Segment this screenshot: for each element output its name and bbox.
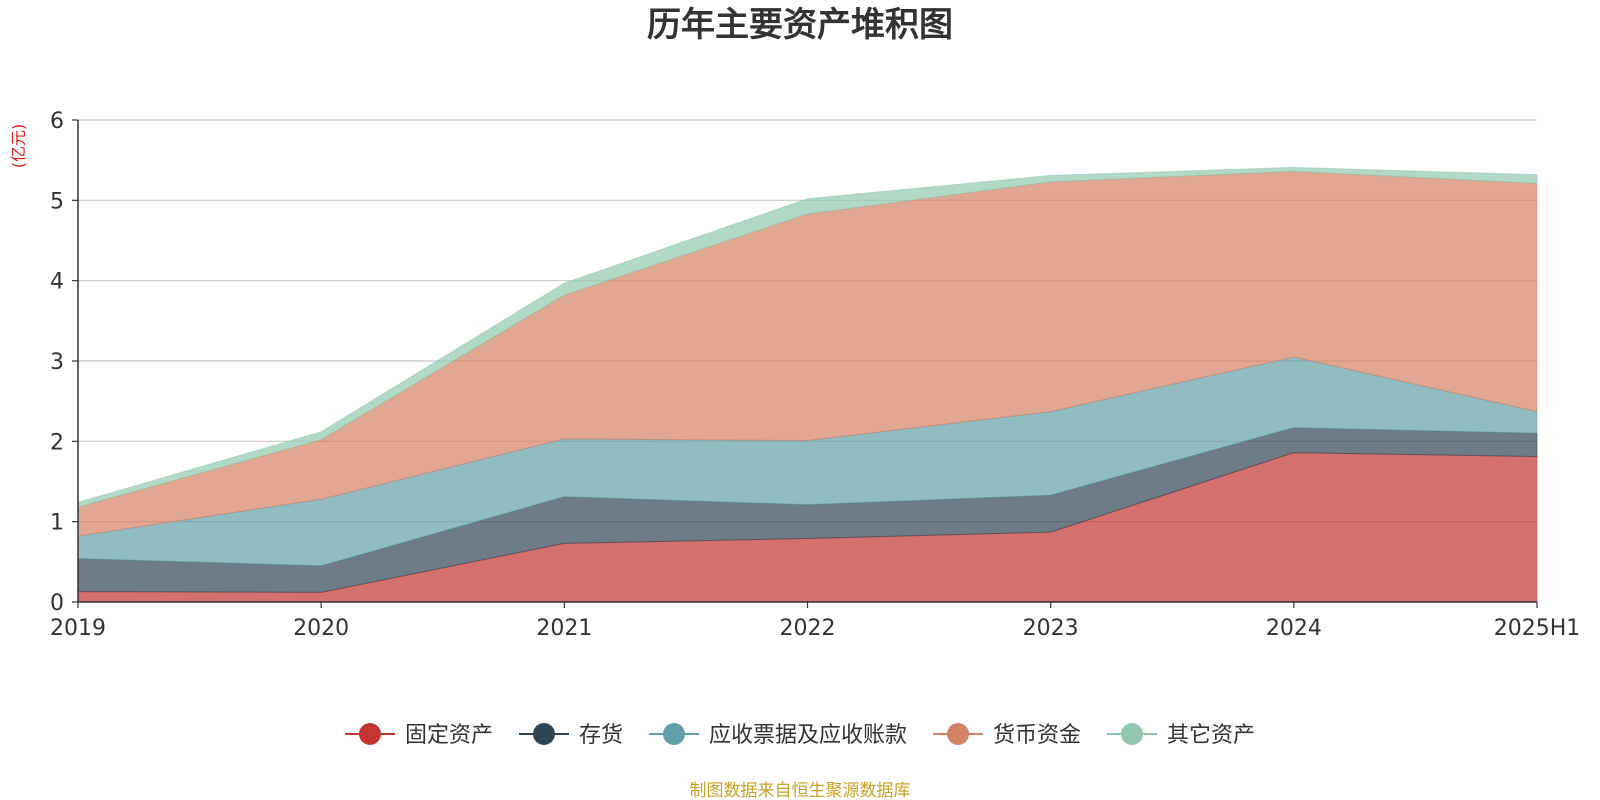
data-source-note: 制图数据来自恒生聚源数据库 — [690, 781, 911, 800]
y-tick-label: 5 — [50, 189, 64, 214]
legend-item-1[interactable]: 固定资产 — [344, 723, 493, 748]
y-ticks: 0 1 2 3 4 5 6 — [50, 109, 78, 616]
legend-item-5[interactable]: 其它资产 — [1107, 723, 1255, 748]
x-tick-label: 2019 — [50, 616, 106, 641]
legend: 固定资产 存货 应收票据及应收账款 货币资金 其它资产 — [344, 723, 1255, 748]
area-series-group — [77, 166, 1538, 603]
legend-label: 存货 — [579, 723, 623, 748]
y-tick-label: 2 — [50, 430, 64, 455]
y-tick-label: 3 — [50, 350, 64, 375]
y-tick-label: 0 — [50, 591, 64, 616]
legend-label: 固定资产 — [405, 723, 493, 748]
y-tick-label: 6 — [50, 109, 64, 134]
x-tick-label: 2025H1 — [1494, 616, 1581, 641]
x-tick-label: 2020 — [293, 616, 349, 641]
y-tick-label: 4 — [50, 270, 64, 295]
legend-label: 货币资金 — [993, 723, 1081, 748]
legend-label: 其它资产 — [1167, 723, 1255, 748]
legend-marker — [947, 723, 970, 745]
legend-item-4[interactable]: 货币资金 — [933, 723, 1081, 748]
x-tick-label: 2024 — [1266, 616, 1322, 641]
x-ticks: 2019 2020 2021 2022 2023 2024 2025H1 — [50, 602, 1580, 641]
legend-marker — [358, 723, 381, 745]
legend-item-3[interactable]: 应收票据及应收账款 — [648, 723, 907, 748]
legend-marker — [532, 723, 555, 745]
x-tick-label: 2022 — [780, 616, 836, 641]
y-tick-label: 1 — [50, 511, 64, 536]
y-axis-unit: (亿元) — [9, 124, 28, 169]
legend-item-2[interactable]: 存货 — [518, 723, 623, 748]
chart-title: 历年主要资产堆积图 — [647, 5, 953, 45]
area-series-5 — [77, 166, 1538, 508]
x-tick-label: 2021 — [536, 616, 592, 641]
legend-marker — [662, 723, 685, 745]
legend-label: 应收票据及应收账款 — [709, 723, 907, 748]
legend-marker — [1121, 723, 1144, 745]
x-tick-label: 2023 — [1023, 616, 1079, 641]
